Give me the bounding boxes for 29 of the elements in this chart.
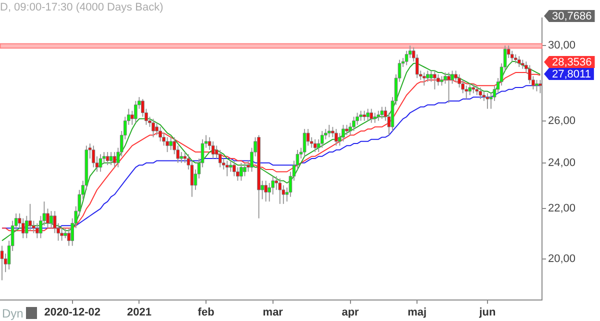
candlestick	[521, 59, 524, 70]
candlestick	[240, 162, 243, 182]
candlestick	[426, 70, 430, 82]
candlestick	[166, 136, 169, 153]
x-tick-label: 2020-12-02	[44, 306, 100, 318]
x-tick-label: apr	[342, 306, 360, 318]
x-tick-label: maj	[408, 306, 427, 318]
candlestick	[433, 70, 436, 90]
candlestick	[430, 70, 433, 82]
text: 28,3536	[552, 56, 592, 69]
y-tick-label: 26,00	[548, 114, 576, 127]
candlestick	[50, 210, 53, 229]
candlestick	[264, 180, 268, 202]
y-tick-label: 20,00	[548, 252, 576, 265]
text: 30,7686	[552, 10, 592, 23]
x-tick-label: jun	[478, 306, 496, 318]
y-tick-label: 30,00	[548, 40, 576, 52]
candlestick	[28, 203, 32, 232]
candlestick	[243, 162, 246, 177]
candlestick	[342, 124, 345, 142]
y-tick-label: 22,00	[548, 202, 576, 215]
chart-title: D, 09:00-17:30 (4000 Days Back)	[0, 2, 164, 14]
text: Dyn	[2, 306, 24, 320]
x-tick-label: feb	[198, 306, 215, 318]
candlestick	[169, 136, 173, 150]
x-tick-label: mar	[262, 306, 284, 318]
text: 27,8011	[552, 68, 591, 81]
y-tick-label: 24,00	[548, 156, 576, 169]
x-tick-label: 2021	[126, 306, 152, 318]
